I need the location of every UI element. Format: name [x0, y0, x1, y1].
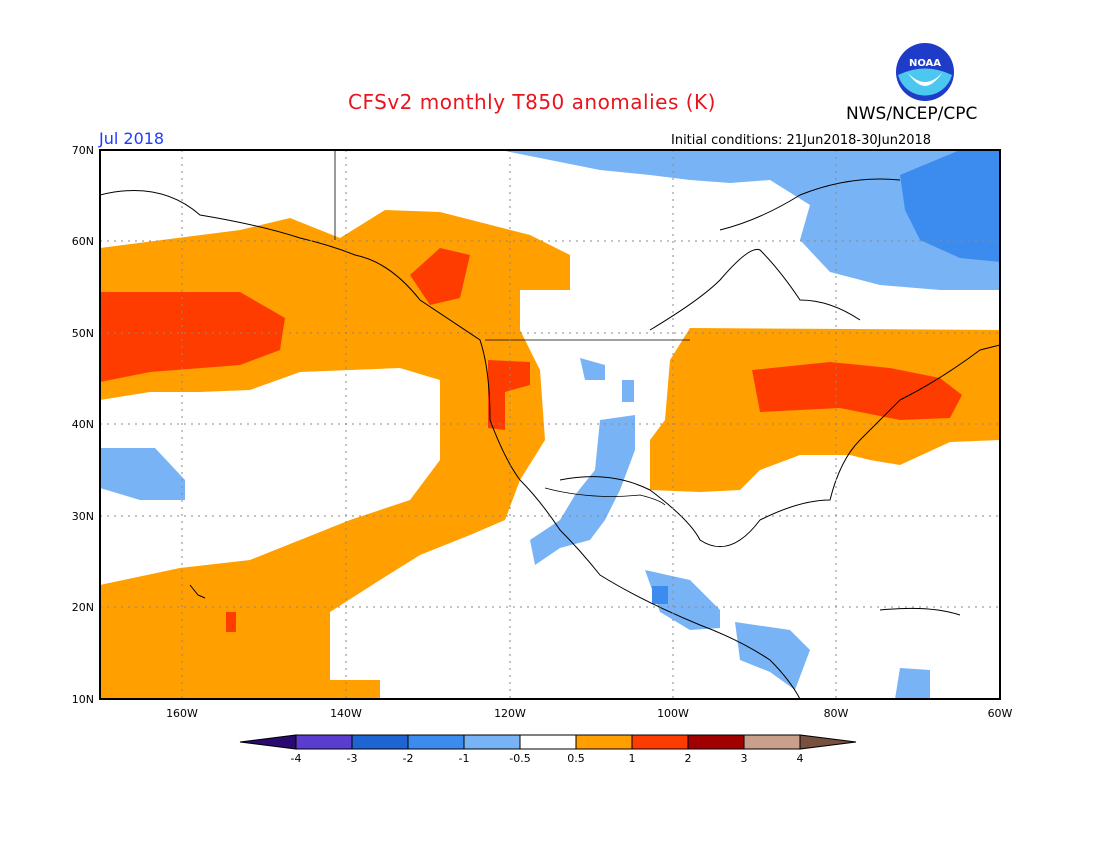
- colorbar-left-arrow: [239, 734, 297, 750]
- colorbar-label: 2: [685, 752, 692, 765]
- colorbar-segment: [407, 734, 465, 750]
- coastlines: [100, 178, 1000, 699]
- lat-label: 30N: [72, 510, 94, 523]
- colorbar-segment: [575, 734, 633, 750]
- colorbar-label: 3: [741, 752, 748, 765]
- colorbar-segment: [687, 734, 745, 750]
- lat-label: 20N: [72, 601, 94, 614]
- lon-label: 160W: [166, 707, 198, 720]
- lon-label: 120W: [494, 707, 526, 720]
- moderate-cool-anomaly-regions: [652, 150, 1000, 604]
- colorbar-label: -0.5: [509, 752, 530, 765]
- colorbar-label: 4: [797, 752, 804, 765]
- colorbar-label: 1: [629, 752, 636, 765]
- colorbar-right-arrow: [799, 734, 857, 750]
- lat-label: 60N: [72, 235, 94, 248]
- initial-conditions: Initial conditions: 21Jun2018-30Jun2018: [671, 133, 932, 148]
- agency-label: NWS/NCEP/CPC: [846, 104, 978, 124]
- latitude-axis: 70N 60N 50N 40N 30N 20N 10N: [72, 144, 94, 706]
- colorbar-segment: [743, 734, 801, 750]
- colorbar-label: 0.5: [567, 752, 585, 765]
- colorbar-segment: [519, 734, 577, 750]
- lon-label: 100W: [657, 707, 689, 720]
- forecast-month: Jul 2018: [99, 129, 165, 148]
- lon-label: 60W: [988, 707, 1013, 720]
- lat-label: 40N: [72, 418, 94, 431]
- colorbar-segment: [295, 734, 353, 750]
- lon-label: 80W: [824, 707, 849, 720]
- logo-text: NOAA: [909, 58, 941, 69]
- colorbar-label: -4: [291, 752, 302, 765]
- noaa-logo-icon: NOAA: [896, 43, 954, 101]
- colorbar-label: -2: [403, 752, 414, 765]
- gridlines: [100, 150, 1000, 699]
- chart-title: CFSv2 monthly T850 anomalies (K): [348, 90, 716, 114]
- colorbar-label: -1: [459, 752, 470, 765]
- strong-warm-anomaly-regions: [100, 248, 962, 632]
- lat-label: 70N: [72, 144, 94, 157]
- colorbar-label: -3: [347, 752, 358, 765]
- colorbar-segment: [631, 734, 689, 750]
- map-frame: [99, 149, 1001, 700]
- lat-label: 50N: [72, 327, 94, 340]
- lon-label: 140W: [330, 707, 362, 720]
- colorbar-segment: [351, 734, 409, 750]
- political-borders: [334, 150, 690, 506]
- colorbar-segment: [463, 734, 521, 750]
- cool-anomaly-regions: [100, 150, 1000, 699]
- longitude-axis: 160W 140W 120W 100W 80W 60W: [166, 707, 1012, 720]
- lat-label: 10N: [72, 693, 94, 706]
- colorbar: -4 -3 -2 -1 -0.5 0.5 1 2 3 4: [239, 734, 857, 765]
